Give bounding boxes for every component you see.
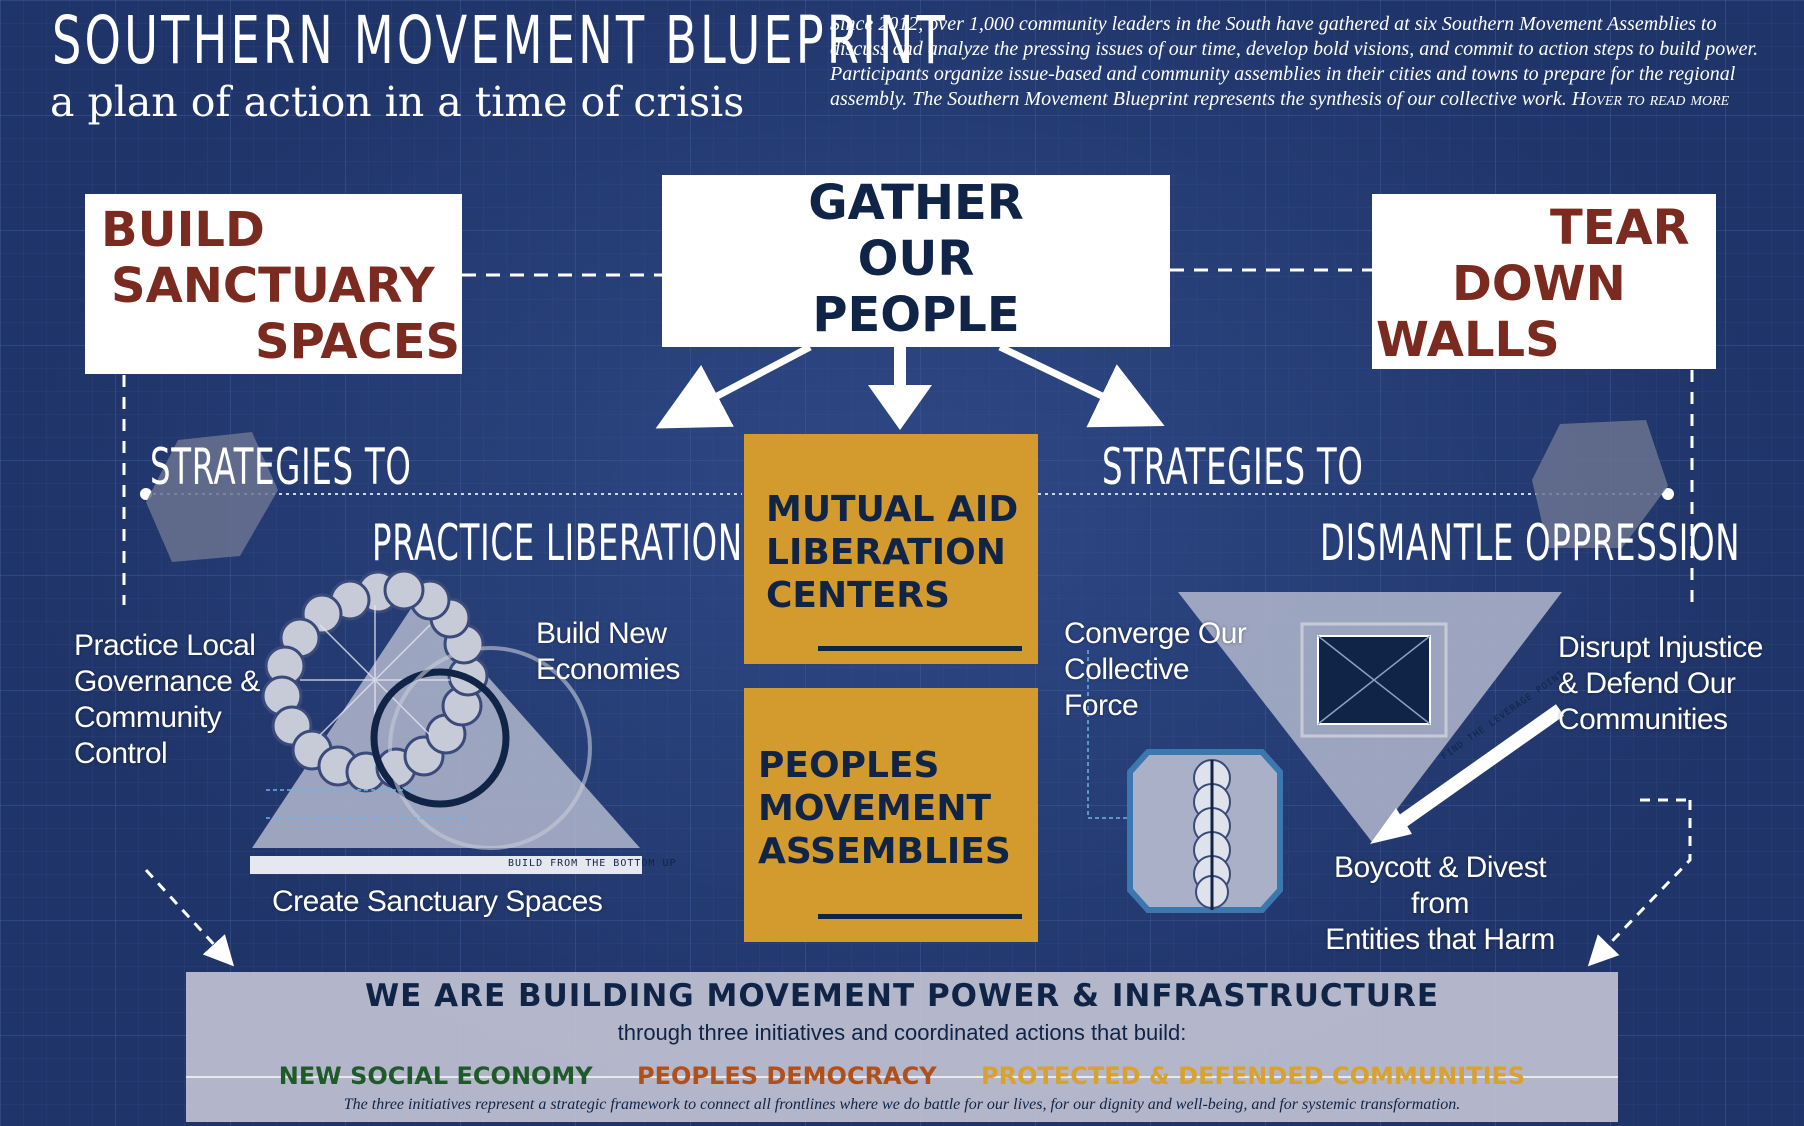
bead-circle-icon [261,569,489,793]
mutual-aid-line: MUTUAL AID [766,489,1019,530]
mutual-aid-underline [818,646,1022,651]
practice-liberation-heading: PRACTICE LIBERATION [372,514,743,572]
movement-line: MOVEMENT [758,788,992,829]
leverage-arrow-icon [1385,704,1565,836]
liberation-line: LIBERATION [766,532,1006,573]
centers-line: CENTERS [766,575,950,616]
boycott-label[interactable]: Boycott & Divest from Entities that Harm [1325,851,1555,956]
build-sanctuary-box[interactable]: BUILD SANCTUARY SPACES [85,194,462,374]
mutual-aid-box[interactable]: MUTUAL AID LIBERATION CENTERS [744,434,1038,664]
converge-label[interactable]: Converge Our Collective Force [1064,617,1247,722]
assemblies-underline [818,914,1022,919]
page-title: SOUTHERN MOVEMENT BLUEPRINT [52,2,949,79]
governance-label[interactable]: Practice Local Governance & Community Co… [74,629,260,770]
page-subtitle: a plan of action in a time of crisis [50,78,745,126]
bottom-footnote: The three initiatives represent a strate… [343,1096,1461,1113]
tear-down-walls-box[interactable]: TEAR DOWN WALLS [1372,194,1716,369]
bottom-up-caption: BUILD FROM THE BOTTOM UP [508,858,677,869]
tear-word: TEAR [1550,200,1690,256]
people-word: PEOPLE [812,287,1020,343]
initiative-protected-communities[interactable]: PROTECTED & DEFENDED COMMUNITIES [980,1062,1526,1090]
sanctuary-word: SANCTUARY [111,258,435,314]
hover-hint-link[interactable]: Hover to read more [1571,88,1730,110]
build-word: BUILD [101,202,265,258]
gather-our-people-box[interactable]: GATHER OUR PEOPLE [662,175,1170,347]
gather-word: GATHER [808,175,1024,231]
arrow-right [998,343,1165,428]
initiative-peoples-democracy[interactable]: PEOPLES DEMOCRACY [637,1062,937,1090]
arrow-left [655,343,812,429]
walls-word: WALLS [1376,312,1560,368]
bottom-heading: WE ARE BUILDING MOVEMENT POWER & INFRAST… [364,978,1440,1014]
initiatives-row: NEW SOCIAL ECONOMY PEOPLES DEMOCRACY PRO… [186,1062,1618,1090]
left-strategies-to: STRATEGIES TO [150,438,412,496]
dismantle-oppression-heading: DISMANTLE OPPRESSION [1320,514,1741,572]
hexagon-right-icon [1532,420,1668,548]
our-word: OUR [857,231,975,287]
hexagon-left-icon [146,432,278,562]
sanctuary-label[interactable]: Create Sanctuary Spaces [272,885,603,918]
inner-ring-icon [370,668,510,808]
economies-label[interactable]: Build New Economies [536,617,680,686]
intro-text: Since 2012, over 1,000 community leaders… [830,13,1759,110]
right-strategies-to: STRATEGIES TO [1102,438,1364,496]
bottom-subheading: through three initiatives and coordinate… [617,1020,1187,1045]
intro-paragraph: Since 2012, over 1,000 community leaders… [830,12,1770,112]
bottom-divider [186,1076,1618,1078]
disrupt-label[interactable]: Disrupt Injustice & Defend Our Communiti… [1558,631,1763,736]
peoples-line: PEOPLES [758,745,940,786]
arrow-center-head [868,385,932,430]
down-word: DOWN [1452,256,1626,312]
bottom-up-bar [250,856,642,874]
spaces-word: SPACES [255,314,461,370]
bottom-panel: WE ARE BUILDING MOVEMENT POWER & INFRAST… [186,972,1618,1122]
initiative-new-social-economy[interactable]: NEW SOCIAL ECONOMY [278,1062,593,1090]
assemblies-line: ASSEMBLIES [758,831,1011,872]
assemblies-box[interactable]: PEOPLES MOVEMENT ASSEMBLIES [744,688,1038,942]
